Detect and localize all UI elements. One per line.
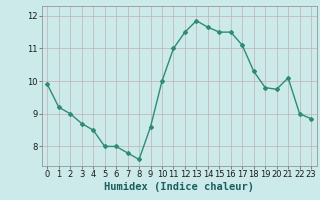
X-axis label: Humidex (Indice chaleur): Humidex (Indice chaleur) [104,182,254,192]
